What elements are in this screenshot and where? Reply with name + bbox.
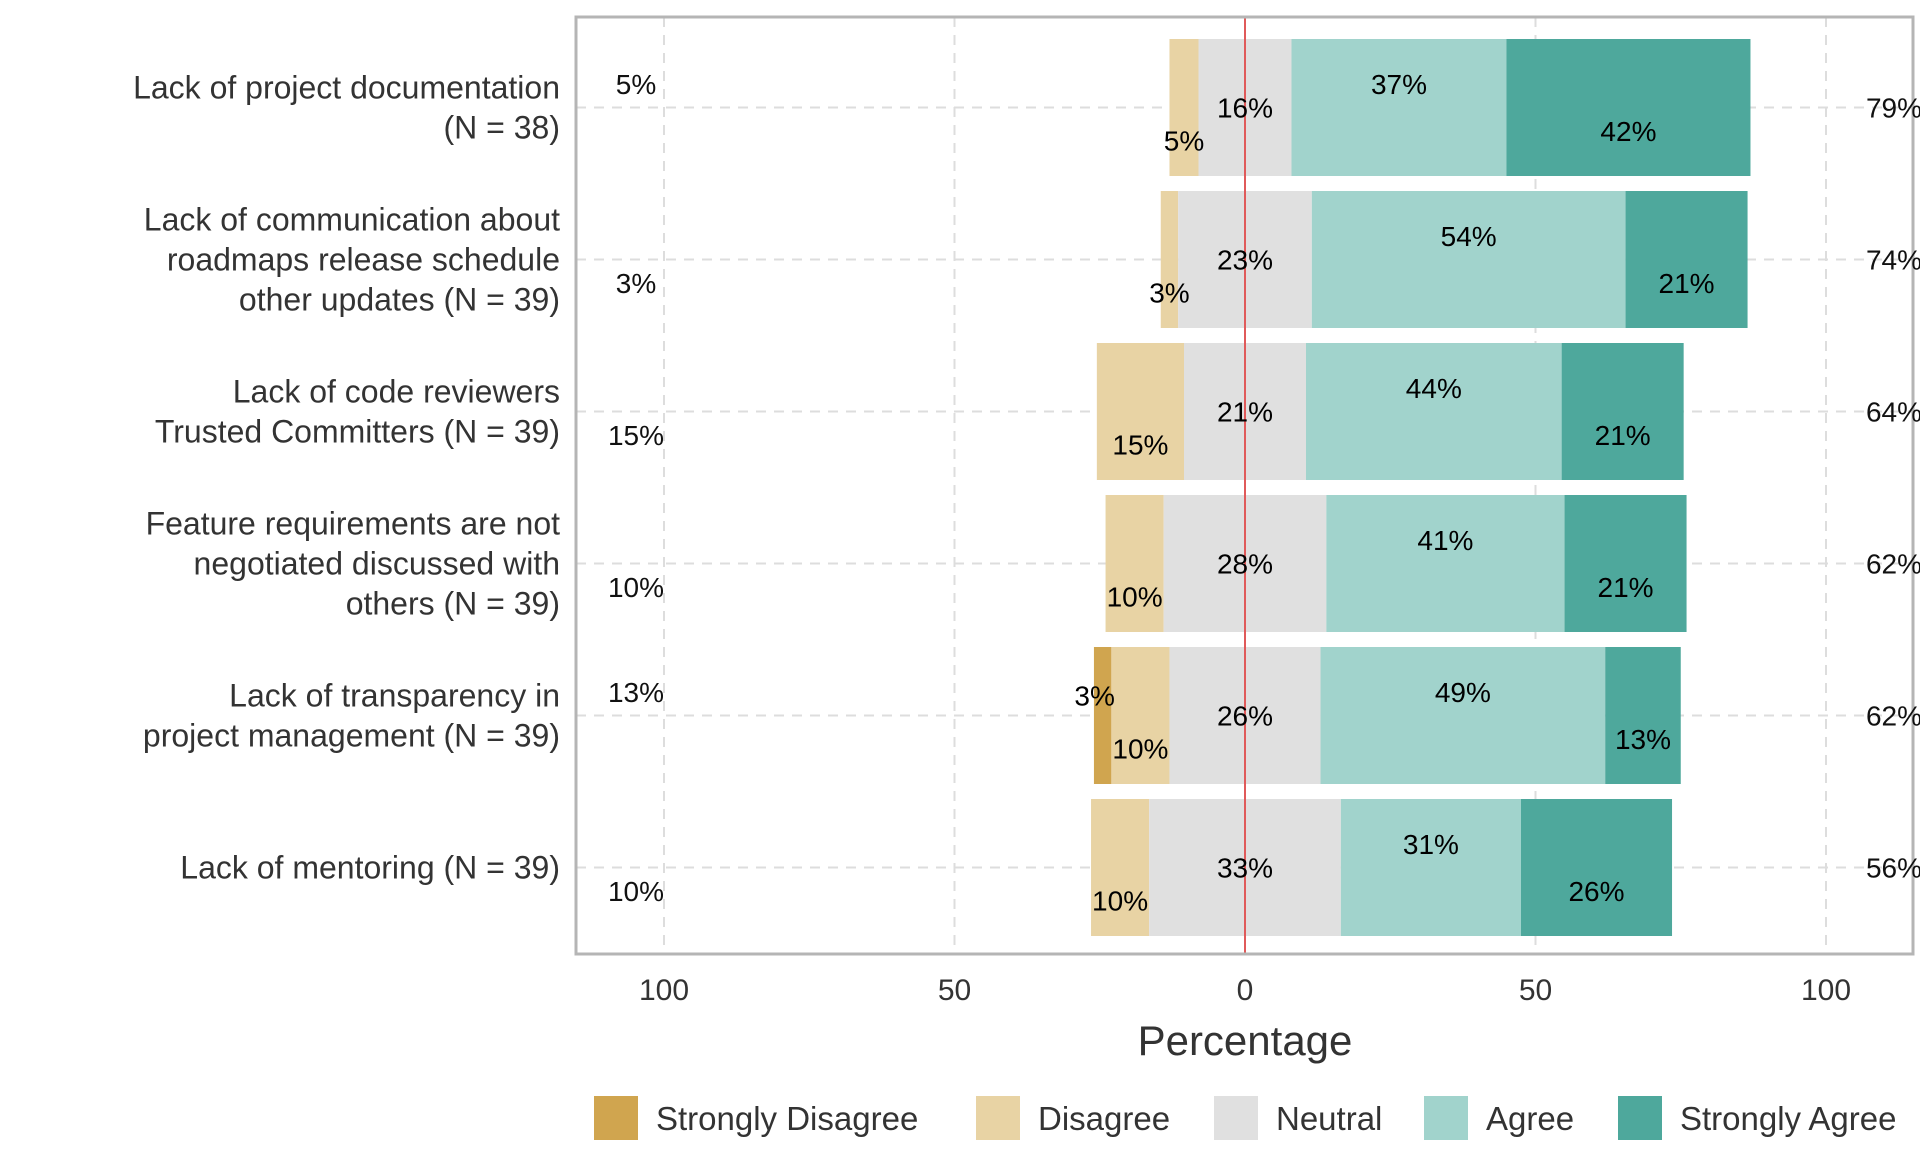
segment-label: 21%	[1595, 420, 1651, 451]
legend-swatch-strongly-disagree	[594, 1096, 638, 1140]
bar-segment-strongly-agree	[1625, 191, 1748, 328]
bar-segment-strongly-agree	[1605, 647, 1681, 784]
legend-label: Agree	[1486, 1100, 1574, 1137]
legend-swatch-agree	[1424, 1096, 1468, 1140]
segment-label: 49%	[1435, 677, 1491, 708]
legend: Strongly Disagree Disagree Neutral Agree Str…	[594, 1096, 1896, 1140]
segment-label: 31%	[1403, 829, 1459, 860]
bar-segment-disagree	[1111, 647, 1170, 784]
left-total-label: 15%	[608, 420, 664, 451]
segment-label: 16%	[1217, 93, 1273, 124]
segment-label: 54%	[1441, 221, 1497, 252]
bars	[574, 15, 1915, 956]
segment-label: 33%	[1217, 853, 1273, 884]
right-total-label: 64%	[1866, 397, 1920, 428]
bar-segment-disagree	[1160, 191, 1179, 328]
segment-label: 37%	[1371, 69, 1427, 100]
left-total-label: 13%	[608, 677, 664, 708]
segment-label: 21%	[1659, 268, 1715, 299]
segment-label: 21%	[1217, 397, 1273, 428]
segment-label: 42%	[1600, 116, 1656, 147]
x-tick-label: 100	[639, 974, 689, 1007]
x-tick-label: 0	[1237, 974, 1254, 1007]
category-label: Lack of transparency in project managemen…	[143, 678, 560, 754]
segment-label: 23%	[1217, 245, 1273, 276]
segment-label: 15%	[1112, 429, 1168, 460]
bar-segment-agree	[1311, 191, 1626, 328]
x-tick-label: 100	[1801, 974, 1851, 1007]
bar-segment-agree	[1291, 39, 1507, 176]
bar-segment-strongly-disagree	[1093, 647, 1112, 784]
segment-label: 10%	[1112, 733, 1168, 764]
segment-label: 28%	[1217, 549, 1273, 580]
plot-panel-border	[574, 15, 1915, 956]
left-total-label: 10%	[608, 876, 664, 907]
left-total-label: 10%	[608, 572, 664, 603]
segment-label: 21%	[1598, 572, 1654, 603]
segment-label: 41%	[1417, 525, 1473, 556]
bar-segment-agree	[1340, 799, 1521, 936]
bar-segment-strongly-agree	[1520, 799, 1673, 936]
bar-segment-disagree	[1169, 39, 1199, 176]
bar-segment-agree	[1320, 647, 1606, 784]
bar-labels: 5% 16% 37% 42% 5% 79% 3% 23% 54% 21% 3% 74% 15% 21% 44…	[608, 69, 1920, 916]
bar-segment-strongly-agree	[1564, 495, 1687, 632]
x-tick-label: 50	[1519, 974, 1552, 1007]
segment-label: 26%	[1217, 701, 1273, 732]
bar-segment-disagree	[1091, 799, 1150, 936]
legend-label: Neutral	[1276, 1100, 1382, 1137]
legend-label: Strongly Disagree	[656, 1100, 918, 1137]
bar-segment-disagree	[1096, 343, 1184, 480]
segment-label: 13%	[1615, 724, 1671, 755]
category-label: Lack of mentoring (N = 39)	[180, 850, 560, 886]
bar-segment-strongly-agree	[1561, 343, 1684, 480]
right-total-label: 79%	[1866, 93, 1920, 124]
legend-swatch-neutral	[1214, 1096, 1258, 1140]
right-total-label: 62%	[1866, 549, 1920, 580]
category-labels: Lack of project documentation (N = 38) Lac…	[133, 70, 560, 886]
bar-segment-agree	[1326, 495, 1565, 632]
bar-segment-disagree	[1105, 495, 1164, 632]
legend-label: Disagree	[1038, 1100, 1170, 1137]
right-total-label: 56%	[1866, 853, 1920, 884]
legend-swatch-disagree	[976, 1096, 1020, 1140]
category-label: Lack of project documentation (N = 38)	[133, 70, 560, 146]
x-axis-title: Percentage	[1138, 1017, 1353, 1064]
segment-label: 5%	[1164, 125, 1204, 156]
bar-segment-agree	[1306, 343, 1562, 480]
legend-swatch-strongly-agree	[1618, 1096, 1662, 1140]
category-label: Lack of code reviewers Trusted Committers…	[155, 374, 560, 450]
x-axis-ticks: 100 50 0 50 100	[639, 974, 1851, 1007]
x-tick-label: 50	[938, 974, 971, 1007]
segment-label: 26%	[1568, 876, 1624, 907]
left-total-label: 3%	[616, 268, 656, 299]
segment-label: 10%	[1107, 581, 1163, 612]
segment-label: 3%	[1074, 681, 1114, 712]
legend-label: Strongly Agree	[1680, 1100, 1896, 1137]
right-total-label: 74%	[1866, 245, 1920, 276]
left-total-label: 5%	[616, 69, 656, 100]
segment-label: 3%	[1149, 277, 1189, 308]
right-total-label: 62%	[1866, 701, 1920, 732]
category-label: Feature requirements are not negotiated d…	[146, 506, 561, 622]
category-label: Lack of communication about roadmaps rele…	[144, 202, 560, 318]
segment-label: 10%	[1092, 885, 1148, 916]
bar-segment-strongly-agree	[1506, 39, 1751, 176]
segment-label: 44%	[1406, 373, 1462, 404]
